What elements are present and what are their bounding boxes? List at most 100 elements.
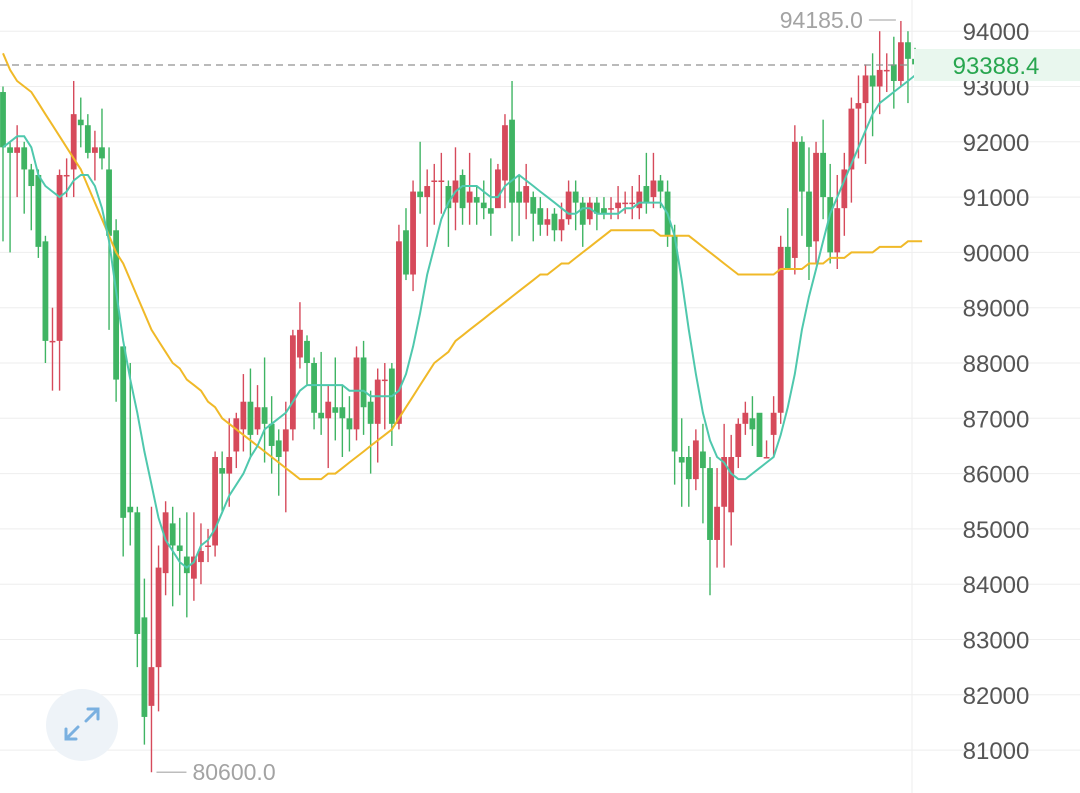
candle xyxy=(735,418,742,469)
candle xyxy=(445,180,452,247)
candle-body xyxy=(502,125,508,181)
candle-body xyxy=(21,147,28,170)
candle-body xyxy=(516,191,523,203)
candle-body xyxy=(834,208,841,253)
candle xyxy=(813,141,819,264)
candle xyxy=(226,418,233,507)
candle xyxy=(636,174,643,220)
candle-body xyxy=(120,346,127,518)
y-tick-label: 90000 xyxy=(963,240,1030,267)
candle xyxy=(297,302,303,369)
candle xyxy=(388,363,395,446)
candle xyxy=(339,385,346,458)
candle-body xyxy=(403,230,409,275)
candle xyxy=(311,357,317,430)
candle xyxy=(820,119,827,220)
candle xyxy=(148,506,155,773)
candle-body xyxy=(827,197,834,253)
candle xyxy=(572,180,579,231)
candle-body xyxy=(219,468,226,474)
candle-body xyxy=(311,363,317,413)
candle-body xyxy=(601,208,607,214)
candle xyxy=(601,197,607,220)
candle-body xyxy=(396,241,402,424)
candle-body xyxy=(247,401,254,435)
candle xyxy=(537,197,544,236)
candle xyxy=(608,197,614,220)
last-price-box xyxy=(914,49,1080,82)
candle-body xyxy=(480,202,487,209)
candle xyxy=(304,335,310,386)
candle xyxy=(544,208,551,236)
candle-body xyxy=(636,191,643,209)
y-tick-label: 81000 xyxy=(963,738,1030,765)
candle-body xyxy=(735,423,742,458)
ma-long-line xyxy=(2,52,923,481)
candle-body xyxy=(579,202,586,225)
candle xyxy=(247,368,254,458)
candle-body xyxy=(28,169,35,187)
candle-body xyxy=(537,208,544,225)
candle-body xyxy=(721,457,728,507)
candle-body xyxy=(883,69,890,72)
candle-body xyxy=(643,186,650,203)
candle-body xyxy=(205,545,211,547)
candle xyxy=(190,512,197,601)
candle-body xyxy=(325,401,332,419)
candle-body xyxy=(700,451,706,469)
candle-body xyxy=(84,125,91,153)
candle-body xyxy=(459,174,466,209)
candle-body xyxy=(770,412,777,435)
candle-body xyxy=(445,186,452,209)
candle xyxy=(169,506,176,607)
candle-body xyxy=(92,147,98,153)
candle xyxy=(353,346,360,441)
candle xyxy=(155,545,162,712)
candle-body xyxy=(756,412,763,458)
candle-body xyxy=(897,42,904,81)
candle-body xyxy=(495,169,501,209)
candle-body xyxy=(7,147,13,153)
candle-body xyxy=(799,141,805,192)
candle xyxy=(890,36,897,109)
candle-body xyxy=(473,197,480,203)
candle xyxy=(728,434,735,546)
candle-body xyxy=(169,523,176,546)
expand-arrows-icon xyxy=(64,707,100,741)
candle-body xyxy=(367,401,374,424)
candle-body xyxy=(820,152,827,198)
candle xyxy=(84,114,91,159)
candle xyxy=(205,528,211,563)
candle xyxy=(806,147,812,281)
candle-body xyxy=(431,180,438,183)
candle-body xyxy=(523,186,530,203)
candle xyxy=(862,64,869,164)
candle-body xyxy=(63,174,70,177)
candle-body xyxy=(261,407,268,424)
candle-body xyxy=(806,191,812,247)
candle-body xyxy=(855,103,862,109)
candle-body xyxy=(777,246,784,413)
expand-button[interactable] xyxy=(46,689,118,761)
high-marker-label: 94185.0 xyxy=(780,7,863,33)
y-tick-label: 89000 xyxy=(963,296,1030,323)
candle-body xyxy=(127,506,134,513)
candle-body xyxy=(487,208,494,214)
candle xyxy=(763,440,770,459)
candle-body xyxy=(148,667,155,706)
candle-body xyxy=(275,440,282,458)
candle-body xyxy=(162,512,169,574)
candle-body xyxy=(791,141,798,258)
candle xyxy=(403,208,409,281)
candle xyxy=(855,75,862,159)
candle xyxy=(360,340,367,435)
candle-body xyxy=(749,418,756,430)
candle-body xyxy=(841,169,848,209)
candle-body xyxy=(77,119,84,126)
candle xyxy=(219,451,226,513)
candle xyxy=(7,141,13,253)
candle-body xyxy=(424,186,431,198)
candle-body xyxy=(304,340,310,363)
